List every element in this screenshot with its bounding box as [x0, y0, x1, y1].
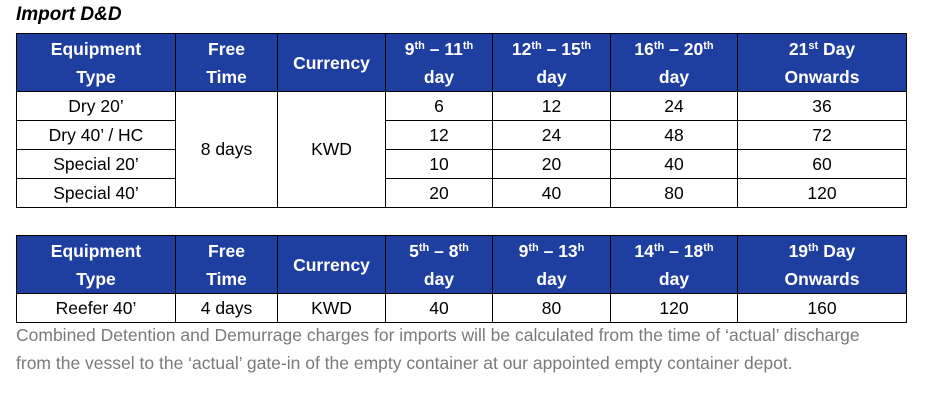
rate-cell: 120: [610, 293, 738, 323]
import-dd-table-reefer: Equipment Type Free Time Currency 5th – 8t…: [16, 235, 907, 323]
rate-cell: 48: [610, 120, 738, 150]
rate-cell: 120: [737, 178, 907, 208]
free-time-cell: 4 days: [175, 293, 278, 323]
rate-cell: 10: [385, 149, 493, 179]
free-time-cell: 8 days: [175, 91, 278, 208]
header-period-3: 14th – 18th day: [610, 235, 738, 294]
rate-cell: 12: [385, 120, 493, 150]
header-free-time: Free Time: [175, 235, 278, 294]
header-row: Equipment Type Free Time Currency 5th – 8t…: [16, 235, 907, 294]
header-currency: Currency: [277, 33, 386, 92]
header-currency: Currency: [277, 235, 386, 294]
page-title: Import D&D: [16, 4, 122, 25]
currency-cell: KWD: [277, 293, 386, 323]
rate-cell: 160: [737, 293, 907, 323]
header-period-4: 19th Day Onwards: [737, 235, 907, 294]
rate-cell: 36: [737, 91, 907, 121]
equipment-type-cell: Dry 40’ / HC: [16, 120, 176, 150]
header-period-4: 21st Day Onwards: [737, 33, 907, 92]
equipment-type-cell: Special 20’: [16, 149, 176, 179]
table-row: Special 20’ 10 20 40 60: [16, 149, 907, 179]
rate-cell: 24: [492, 120, 611, 150]
rate-cell: 40: [610, 149, 738, 179]
header-period-2: 12th – 15th day: [492, 33, 611, 92]
rate-cell: 40: [492, 178, 611, 208]
rate-cell: 20: [385, 178, 493, 208]
header-equipment-type: Equipment Type: [16, 33, 176, 92]
equipment-type-cell: Dry 20’: [16, 91, 176, 121]
header-period-3: 16th – 20th day: [610, 33, 738, 92]
rate-cell: 80: [610, 178, 738, 208]
table-row: Reefer 40’ 4 days KWD 40 80 120 160: [16, 293, 907, 323]
header-equipment-type: Equipment Type: [16, 235, 176, 294]
currency-cell: KWD: [277, 91, 386, 208]
table-row: Dry 40’ / HC 12 24 48 72: [16, 120, 907, 150]
rate-cell: 40: [385, 293, 493, 323]
equipment-type-cell: Special 40’: [16, 178, 176, 208]
table-row: Special 40’ 20 40 80 120: [16, 178, 907, 208]
rate-cell: 72: [737, 120, 907, 150]
rate-cell: 20: [492, 149, 611, 179]
table-row: Dry 20’ 8 days KWD 6 12 24 36: [16, 91, 907, 208]
footnote-text: Combined Detention and Demurrage charges…: [16, 325, 860, 373]
header-period-1: 5th – 8th day: [385, 235, 493, 294]
rate-cell: 12: [492, 91, 611, 121]
header-period-2: 9th – 13h day: [492, 235, 611, 294]
import-dd-table-dry: Equipment Type Free Time Currency 9th – 11…: [16, 33, 907, 208]
rate-cell: 24: [610, 91, 738, 121]
header-period-1: 9th – 11th day: [385, 33, 493, 92]
equipment-type-cell: Reefer 40’: [16, 293, 176, 323]
rate-cell: 80: [492, 293, 611, 323]
rate-cell: 6: [385, 91, 493, 121]
rate-cell: 60: [737, 149, 907, 179]
header-row: Equipment Type Free Time Currency 9th – 11…: [16, 33, 907, 92]
header-free-time: Free Time: [175, 33, 278, 92]
